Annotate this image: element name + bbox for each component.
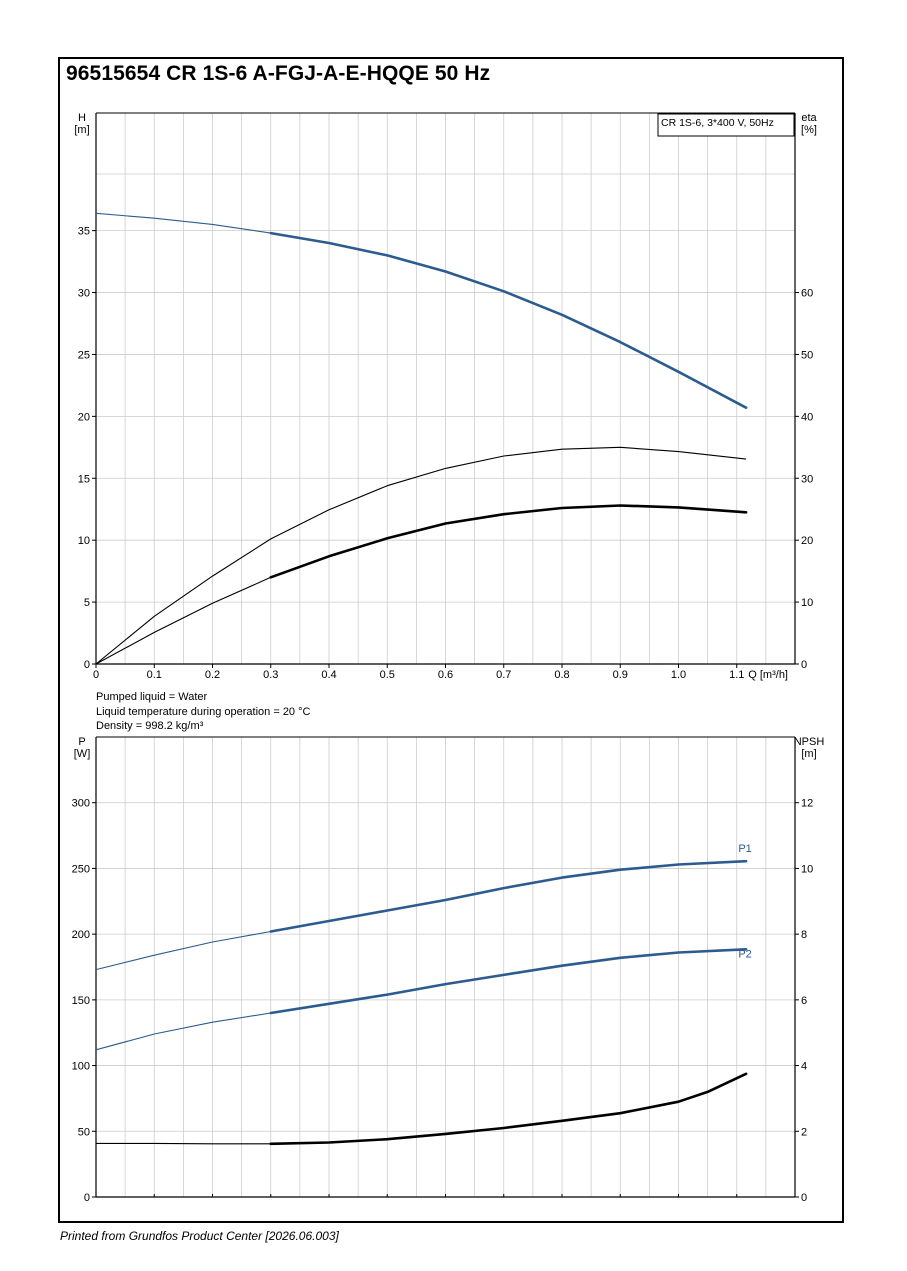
y-left-tick-label: 15 <box>78 473 90 485</box>
page-title: 96515654 CR 1S-6 A-FGJ-A-E-HQQE 50 Hz <box>66 62 491 85</box>
series-P1-line <box>95 860 747 971</box>
series-H-operating-range <box>269 231 748 409</box>
y-right-axis-unit: [m] <box>801 748 816 760</box>
x-tick-label: 0 <box>93 669 99 681</box>
x-tick-label: 0.3 <box>263 669 278 681</box>
series-eta-lower-operating-range <box>269 504 748 579</box>
y-left-axis-unit: [m] <box>74 124 89 136</box>
y-left-axis-label: H <box>78 112 86 124</box>
y-left-axis-unit: [W] <box>74 748 91 760</box>
note-pumped-liquid: Pumped liquid = Water <box>96 691 208 703</box>
footer-text: Printed from Grundfos Product Center [20… <box>60 1229 339 1243</box>
y-right-tick-label: 30 <box>801 473 813 485</box>
y-left-tick-label: 150 <box>72 995 90 1007</box>
y-right-tick-label: 50 <box>801 349 813 361</box>
page-frame <box>58 57 844 1223</box>
chart-power-npsh: 0 50 100 150 200 250 300 0 2 4 6 8 10 12 P[W] NPSH[m] P1… <box>72 736 825 1204</box>
y-right-tick-label: 2 <box>801 1126 807 1138</box>
x-tick-label: 0.6 <box>438 669 453 681</box>
y-right-axis-label: eta <box>801 112 817 124</box>
y-right-tick-label: 40 <box>801 411 813 423</box>
y-left-axis-label: P <box>78 736 85 748</box>
x-tick-label: 1.1 <box>729 669 744 681</box>
y-right-axis-unit: [%] <box>801 124 817 136</box>
y-right-tick-label: 0 <box>801 1192 807 1204</box>
y-left-tick-label: 35 <box>78 226 90 238</box>
x-tick-label: 0.5 <box>380 669 395 681</box>
series-label-P2: P2 <box>738 948 751 960</box>
legend-box <box>657 113 795 137</box>
x-axis-label: Q [m³/h] <box>748 669 788 681</box>
x-tick-label: 0.4 <box>321 669 336 681</box>
y-left-tick-label: 30 <box>78 288 90 300</box>
series-label-P1: P1 <box>738 843 751 855</box>
y-right-tick-label: 0 <box>801 659 807 671</box>
y-left-tick-label: 300 <box>72 798 90 810</box>
note-density: Density = 998.2 kg/m³ <box>96 720 204 732</box>
x-tick-label: 0.9 <box>613 669 628 681</box>
series-P1-operating-range <box>269 859 748 933</box>
y-left-tick-label: 250 <box>72 863 90 875</box>
chart-head-efficiency: 0 5 10 15 20 25 30 35 0 10 20 30 40 50 60 0 0.1 0.2 0.3 0.4… <box>74 112 817 681</box>
y-left-tick-label: 25 <box>78 349 90 361</box>
series-P2-operating-range <box>269 948 748 1015</box>
y-left-tick-label: 10 <box>78 535 90 547</box>
y-left-tick-label: 200 <box>72 929 90 941</box>
legend-box-text: CR 1S-6, 3*400 V, 50Hz <box>661 117 774 129</box>
x-tick-label: 0.2 <box>205 669 220 681</box>
y-right-tick-label: 4 <box>801 1061 807 1073</box>
y-right-tick-label: 60 <box>801 288 813 300</box>
liquid-notes: Pumped liquid = Water Liquid temperature… <box>96 690 310 734</box>
y-left-tick-label: 100 <box>72 1061 90 1073</box>
series-H-line <box>95 212 747 409</box>
y-right-tick-label: 10 <box>801 863 813 875</box>
note-liquid-temperature: Liquid temperature during operation = 20… <box>96 705 311 718</box>
y-right-tick-label: 20 <box>801 535 813 547</box>
x-tick-label: 0.7 <box>496 669 511 681</box>
y-left-tick-label: 0 <box>84 659 90 671</box>
x-tick-label: 1.0 <box>671 669 686 681</box>
x-tick-label: 0.1 <box>147 669 162 681</box>
series-NPSH-operating-range <box>269 1072 748 1146</box>
y-right-tick-label: 12 <box>801 798 813 810</box>
y-right-axis-label: NPSH <box>794 736 825 748</box>
y-right-tick-label: 8 <box>801 929 807 941</box>
y-right-tick-label: 6 <box>801 995 807 1007</box>
y-left-tick-label: 50 <box>78 1126 90 1138</box>
series-eta-upper-line <box>95 446 747 665</box>
x-tick-label: 0.8 <box>554 669 569 681</box>
y-left-tick-label: 20 <box>78 411 90 423</box>
y-left-tick-label: 5 <box>84 597 90 609</box>
y-right-tick-label: 10 <box>801 597 813 609</box>
y-left-tick-label: 0 <box>84 1192 90 1204</box>
